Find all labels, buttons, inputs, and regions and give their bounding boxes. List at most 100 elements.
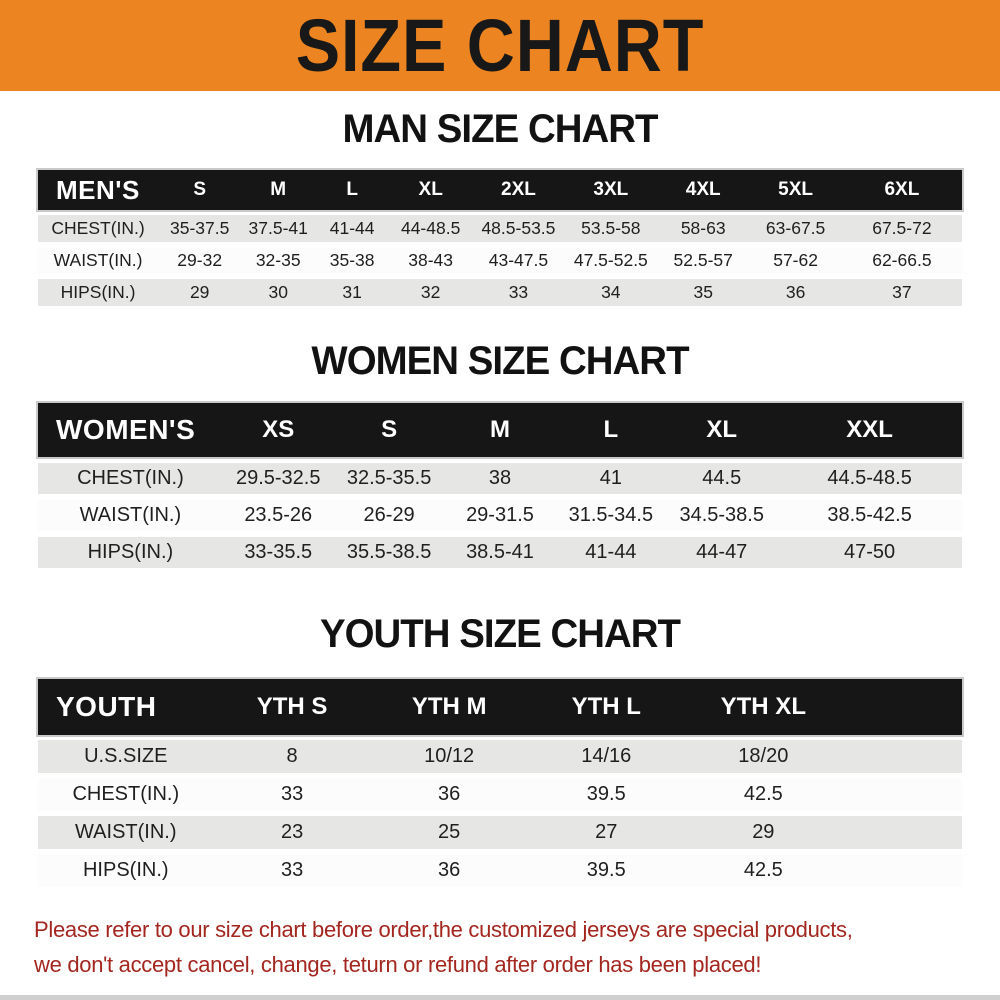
size-cell: 23 [213, 816, 371, 849]
size-column-header: XXL [777, 403, 962, 457]
size-column-header: S [333, 403, 445, 457]
size-cell: 23.5-26 [222, 500, 334, 531]
size-cell: 36 [370, 854, 528, 887]
size-column-header: XL [389, 170, 473, 210]
row-label: CHEST(IN.) [38, 778, 214, 811]
header-filler-cell [841, 679, 962, 735]
section-heading: YOUTH SIZE CHART [319, 612, 681, 656]
size-cell: 31 [315, 279, 390, 306]
size-cell: 41 [555, 463, 667, 494]
size-cell: 38.5-41 [444, 537, 556, 568]
size-column-header: 3XL [564, 170, 658, 210]
size-cell: 63-67.5 [749, 215, 842, 242]
size-column-header: YTH M [370, 679, 528, 735]
size-cell: 58-63 [657, 215, 750, 242]
row-label: WAIST(IN.) [38, 247, 159, 274]
size-column-header: S [158, 170, 242, 210]
size-column-header: 6XL [841, 170, 962, 210]
size-section: WOMEN SIZE CHART WOMEN'S XS S M L XL XXL CHEST… [0, 337, 1000, 574]
size-column-header: L [555, 403, 667, 457]
size-cell: 8 [213, 740, 371, 773]
row-label: CHEST(IN.) [38, 215, 159, 242]
row-label: U.S.SIZE [38, 740, 214, 773]
size-cell: 37 [841, 279, 962, 306]
table-corner-label: MEN'S [38, 170, 159, 210]
size-cell: 27 [527, 816, 685, 849]
size-cell: 35.5-38.5 [333, 537, 445, 568]
size-cell: 67.5-72 [841, 215, 962, 242]
size-section: MAN SIZE CHART MEN'S S M L XL 2XL 3XL 4XL 5XL 6XL… [0, 105, 1000, 311]
size-column-header: 5XL [749, 170, 842, 210]
row-filler-cell [841, 854, 962, 887]
size-cell: 30 [241, 279, 316, 306]
table-row: WAIST(IN.) 29-32 32-35 35-38 38-43 43-47.5 47.… [38, 247, 962, 274]
size-cell: 29-31.5 [444, 500, 556, 531]
row-filler-cell [841, 816, 962, 849]
row-label: CHEST(IN.) [38, 463, 223, 494]
size-cell: 53.5-58 [564, 215, 658, 242]
row-label: HIPS(IN.) [38, 279, 159, 306]
size-cell: 35-37.5 [158, 215, 242, 242]
table-header-row: YOUTH YTH S YTH M YTH L YTH XL [38, 679, 962, 735]
size-cell: 62-66.5 [841, 247, 962, 274]
size-cell: 32.5-35.5 [333, 463, 445, 494]
size-chart-banner: SIZE CHART [0, 0, 1000, 91]
row-label: WAIST(IN.) [38, 816, 214, 849]
womens-size-table: WOMEN'S XS S M L XL XXL CHEST(IN.) 29.5-32.5 32.… [38, 397, 962, 574]
size-cell: 31.5-34.5 [555, 500, 667, 531]
table-corner-label: WOMEN'S [38, 403, 223, 457]
row-filler-cell [841, 740, 962, 773]
size-column-header: XL [666, 403, 778, 457]
banner-title: SIZE CHART [295, 3, 705, 87]
size-cell: 39.5 [527, 854, 685, 887]
section-heading: MAN SIZE CHART [342, 107, 658, 151]
size-cell: 34.5-38.5 [666, 500, 778, 531]
bottom-edge-strip [0, 995, 1000, 1000]
size-cell: 44.5 [666, 463, 778, 494]
size-cell: 41-44 [555, 537, 667, 568]
size-column-header: M [241, 170, 316, 210]
size-column-header: M [444, 403, 556, 457]
size-cell: 38-43 [389, 247, 473, 274]
size-cell: 36 [749, 279, 842, 306]
size-cell: 42.5 [684, 778, 842, 811]
size-cell: 37.5-41 [241, 215, 316, 242]
size-cell: 35 [657, 279, 750, 306]
row-label: WAIST(IN.) [38, 500, 223, 531]
size-cell: 26-29 [333, 500, 445, 531]
disclaimer-line-1: Please refer to our size chart before or… [34, 917, 853, 942]
table-row: HIPS(IN.) 33 36 39.5 42.5 [38, 854, 962, 887]
size-column-header: XS [222, 403, 334, 457]
size-cell: 10/12 [370, 740, 528, 773]
size-cell: 44-47 [666, 537, 778, 568]
table-row: CHEST(IN.) 29.5-32.5 32.5-35.5 38 41 44.5 44.5… [38, 463, 962, 494]
table-header-row: MEN'S S M L XL 2XL 3XL 4XL 5XL 6XL [38, 170, 962, 210]
table-row: HIPS(IN.) 29 30 31 32 33 34 35 36 37 [38, 279, 962, 306]
size-cell: 44-48.5 [389, 215, 473, 242]
size-cell: 33 [472, 279, 565, 306]
size-cell: 36 [370, 778, 528, 811]
table-corner-label: YOUTH [38, 679, 214, 735]
size-cell: 42.5 [684, 854, 842, 887]
section-heading: WOMEN SIZE CHART [311, 339, 689, 383]
row-label: HIPS(IN.) [38, 854, 214, 887]
size-cell: 34 [564, 279, 658, 306]
table-row: WAIST(IN.) 23 25 27 29 [38, 816, 962, 849]
size-cell: 33 [213, 854, 371, 887]
table-row: CHEST(IN.) 33 36 39.5 42.5 [38, 778, 962, 811]
table-row: CHEST(IN.) 35-37.5 37.5-41 41-44 44-48.5 48.5… [38, 215, 962, 242]
size-cell: 33-35.5 [222, 537, 334, 568]
table-row: WAIST(IN.) 23.5-26 26-29 29-31.5 31.5-34.5 34… [38, 500, 962, 531]
size-cell: 32 [389, 279, 473, 306]
table-header-row: WOMEN'S XS S M L XL XXL [38, 403, 962, 457]
size-cell: 29-32 [158, 247, 242, 274]
size-column-header: 2XL [472, 170, 565, 210]
size-cell: 38 [444, 463, 556, 494]
table-row: U.S.SIZE 8 10/12 14/16 18/20 [38, 740, 962, 773]
disclaimer-line-2: we don't accept cancel, change, teturn o… [34, 952, 762, 977]
size-cell: 32-35 [241, 247, 316, 274]
size-cell: 29 [158, 279, 242, 306]
mens-size-table: MEN'S S M L XL 2XL 3XL 4XL 5XL 6XL CHEST(IN.) 35-3… [38, 165, 962, 311]
size-cell: 43-47.5 [472, 247, 565, 274]
row-filler-cell [841, 778, 962, 811]
